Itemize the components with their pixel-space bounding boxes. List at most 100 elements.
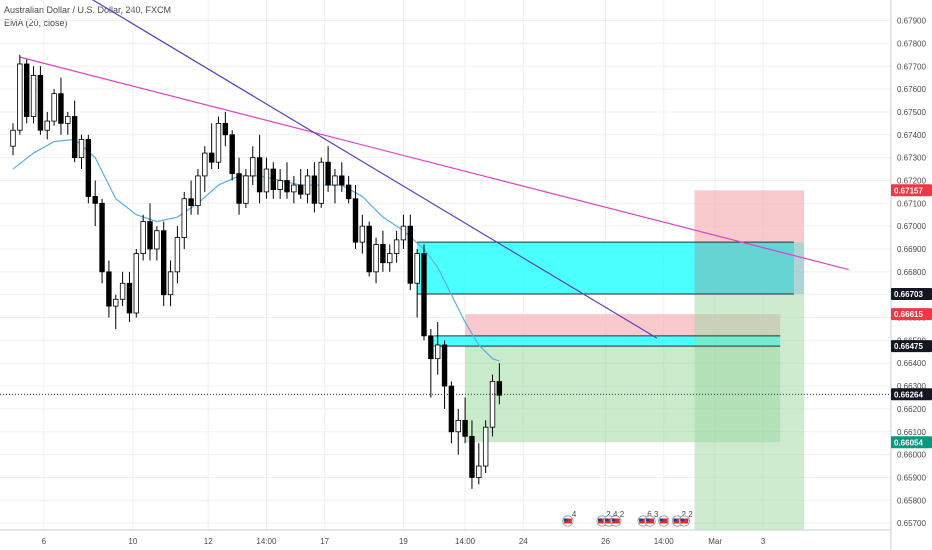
candle-body — [78, 138, 85, 159]
candle-body — [250, 157, 256, 177]
price-tick-label: 0.65700 — [897, 519, 926, 528]
price-tag-label: 0.66264 — [894, 390, 923, 399]
flag-stripe-icon — [680, 518, 689, 524]
price-tick-label: 0.66400 — [897, 359, 926, 368]
position-zones[interactable] — [417, 190, 805, 530]
flag-canton-icon — [611, 518, 616, 521]
event-count-label: 6 — [647, 510, 652, 519]
price-axis[interactable]: 0.67900 0.67800 0.67700 0.67600 0.67500 0.674… — [897, 17, 926, 529]
candle-body — [325, 161, 331, 186]
trend-lines[interactable] — [13, 0, 849, 339]
time-tick-label: 14:00 — [654, 537, 675, 546]
candle-body — [304, 175, 311, 195]
candle-body — [284, 180, 290, 193]
price-tick-label: 0.65800 — [897, 496, 926, 505]
time-tick-label: 10 — [128, 537, 137, 546]
price-tick-label: 0.67700 — [897, 62, 926, 71]
candle-body — [318, 161, 324, 204]
price-tag — [891, 184, 932, 197]
axes — [0, 0, 892, 550]
price-tick-label: 0.66900 — [897, 245, 926, 254]
candle-body — [10, 129, 16, 147]
flag-stripe-icon — [598, 518, 607, 524]
time-tick-label: 14:00 — [455, 537, 476, 546]
candle-body — [133, 253, 139, 314]
flag-canton-icon — [563, 518, 568, 521]
chart-legend: Australian Dollar / U.S. Dollar, 240, FX… — [4, 4, 171, 30]
candle-body — [455, 419, 461, 433]
price-tag — [891, 308, 932, 321]
time-tick-label: 6 — [42, 537, 47, 546]
price-tick-label: 0.67600 — [897, 85, 926, 94]
price-tick-label: 0.66800 — [897, 268, 926, 277]
candle-body — [37, 74, 44, 131]
price-tag-label: 0.67157 — [894, 186, 923, 195]
flag-stripe-icon — [673, 518, 682, 524]
candle-body — [65, 116, 71, 124]
trend-line-pink — [19, 56, 849, 271]
candle-body — [17, 63, 23, 131]
candle-body — [297, 184, 304, 195]
candle-body — [387, 253, 393, 264]
candle-body — [215, 122, 222, 163]
time-tick-label: 26 — [601, 537, 610, 546]
price-tick-label: 0.67400 — [897, 131, 926, 140]
candle-body — [256, 157, 263, 193]
time-axis[interactable]: 6 10 12 14:00 17 19 14:00 24 26 14:00 Mar 3 — [42, 537, 766, 546]
candle-body — [332, 175, 338, 186]
candle-body — [71, 116, 78, 159]
event-count-label: 2 — [620, 510, 625, 519]
candle-body — [92, 196, 98, 204]
trend-line-purple — [91, 0, 658, 339]
candle-body — [373, 244, 379, 273]
price-tick-label: 0.67900 — [897, 17, 926, 26]
candle-body — [58, 93, 64, 124]
candle-body — [119, 282, 126, 300]
flag-stripe-icon — [639, 518, 648, 524]
price-tag-label: 0.66615 — [894, 310, 923, 319]
candle-body — [345, 184, 352, 200]
price-tag-label: 0.66475 — [894, 342, 923, 351]
candle-body — [489, 381, 496, 428]
candle-body — [462, 419, 468, 437]
flag-stripe-icon — [604, 518, 613, 524]
candle-body — [106, 271, 112, 307]
price-tick-label: 0.66200 — [897, 405, 926, 414]
price-tags: 0.67157 0.66703 0.66615 0.66475 0.66264 0.660… — [891, 184, 932, 449]
price-tick-label: 0.67000 — [897, 222, 926, 231]
candle-body — [188, 198, 194, 207]
price-tag-label: 0.66703 — [894, 290, 923, 299]
candle-body — [469, 435, 475, 478]
candle-body — [222, 122, 229, 136]
flag-stripe-icon — [611, 518, 620, 524]
candle-body — [202, 152, 208, 177]
flag-canton-icon — [598, 518, 602, 521]
flag-stripe-icon — [563, 518, 572, 524]
candle-body — [421, 253, 427, 337]
position-zone — [694, 294, 805, 530]
position-zone — [434, 335, 781, 347]
time-tick-label: Mar — [708, 537, 722, 546]
time-tick-label: 14:00 — [256, 537, 277, 546]
indicator-label: EMA (20, close) — [4, 18, 68, 28]
flag-canton-icon — [680, 518, 684, 521]
candle-body — [270, 168, 276, 191]
price-tag — [891, 436, 932, 449]
candle-body — [311, 175, 318, 204]
price-tick-label: 0.67500 — [897, 108, 926, 117]
candle-body — [263, 168, 270, 193]
candle-body — [229, 134, 235, 175]
flag-canton-icon — [604, 518, 609, 521]
position-zone — [694, 242, 805, 295]
candle-body — [147, 221, 153, 250]
candle-body — [407, 225, 413, 284]
price-tag — [891, 340, 932, 353]
candle-body — [352, 198, 359, 243]
candle-body — [400, 225, 407, 241]
symbol-title: Australian Dollar / U.S. Dollar, 240, FX… — [4, 5, 172, 15]
event-count-label: 4 — [613, 510, 618, 519]
flag-canton-icon — [659, 518, 664, 521]
candle-body — [243, 175, 249, 204]
